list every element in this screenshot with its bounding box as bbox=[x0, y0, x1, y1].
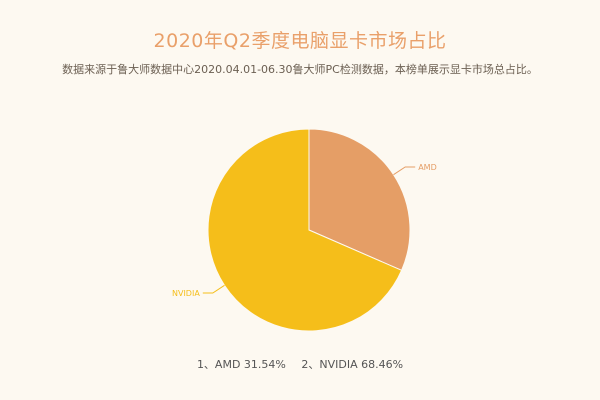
pie-slice-amd bbox=[308, 128, 411, 272]
chart-legend: 1、AMD 31.54% 2、NVIDIA 68.46% bbox=[0, 356, 600, 372]
pie-leader-line-nvidia bbox=[202, 284, 225, 294]
legend-item-amd: 1、AMD 31.54% bbox=[196, 358, 286, 371]
pie-label-amd: AMD bbox=[418, 163, 437, 172]
pie-label-nvidia: NVIDIA bbox=[172, 289, 200, 298]
chart-subtitle: 数据来源于鲁大师数据中心2020.04.01-06.30鲁大师PC检测数据，本榜… bbox=[62, 63, 538, 76]
pie-leader-line-amd bbox=[393, 166, 416, 176]
pie-slice-nvidia bbox=[207, 128, 403, 332]
chart-title: 2020年Q2季度电脑显卡市场占比 bbox=[153, 30, 447, 52]
legend-item-nvidia: 2、NVIDIA 68.46% bbox=[301, 358, 404, 371]
